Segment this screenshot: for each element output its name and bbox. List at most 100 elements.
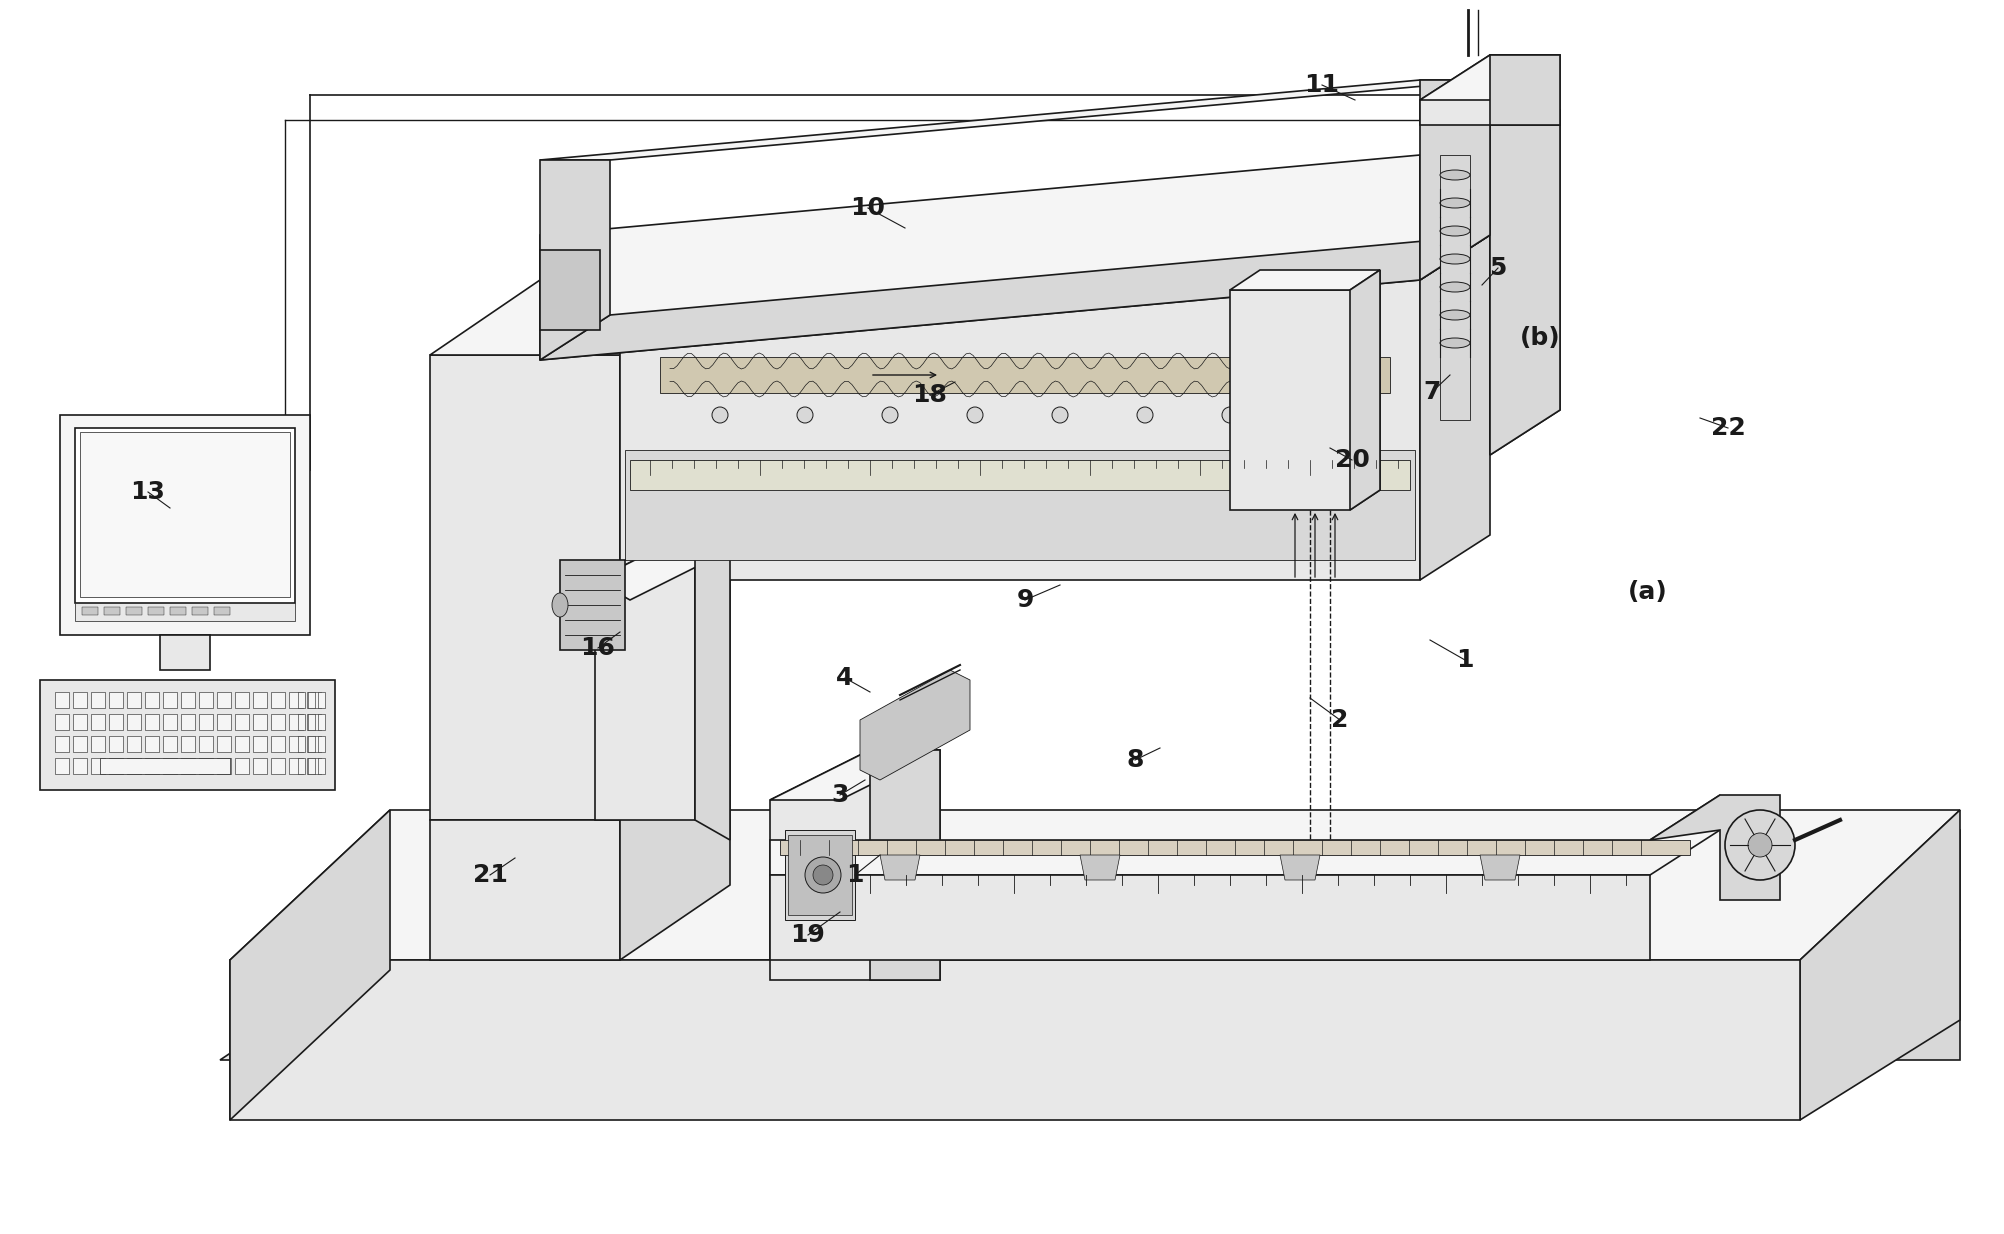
Polygon shape: [539, 160, 609, 360]
Polygon shape: [1649, 795, 1780, 900]
Polygon shape: [539, 155, 1421, 360]
Text: 4: 4: [836, 666, 854, 690]
Polygon shape: [539, 80, 1491, 160]
Bar: [126, 607, 142, 615]
Circle shape: [1747, 833, 1772, 856]
Bar: [253, 714, 267, 731]
Text: 5: 5: [1489, 255, 1507, 280]
Circle shape: [1136, 407, 1152, 423]
Bar: [126, 758, 140, 774]
Bar: [72, 735, 86, 752]
Bar: [162, 692, 176, 708]
Bar: [90, 692, 104, 708]
Polygon shape: [230, 810, 1960, 960]
Bar: [289, 714, 303, 731]
Bar: [299, 758, 305, 774]
Bar: [234, 758, 248, 774]
Polygon shape: [625, 450, 1415, 560]
Bar: [162, 714, 176, 731]
Polygon shape: [880, 855, 920, 880]
Bar: [144, 714, 158, 731]
Bar: [271, 692, 285, 708]
Circle shape: [814, 865, 834, 885]
Bar: [253, 758, 267, 774]
Polygon shape: [60, 415, 311, 636]
Bar: [234, 692, 248, 708]
Polygon shape: [1080, 855, 1120, 880]
Bar: [108, 735, 122, 752]
Polygon shape: [629, 460, 1411, 490]
Circle shape: [1307, 407, 1323, 423]
Bar: [234, 714, 248, 731]
Bar: [100, 758, 230, 774]
Polygon shape: [619, 234, 1491, 280]
Bar: [786, 830, 856, 921]
Polygon shape: [870, 750, 940, 980]
Bar: [108, 714, 122, 731]
Bar: [126, 692, 140, 708]
Ellipse shape: [1441, 226, 1471, 236]
Text: (a): (a): [1627, 580, 1667, 603]
Bar: [216, 735, 230, 752]
Polygon shape: [1281, 855, 1321, 880]
Ellipse shape: [1441, 197, 1471, 209]
Polygon shape: [860, 670, 970, 780]
Bar: [180, 758, 194, 774]
Polygon shape: [595, 529, 695, 821]
Text: 20: 20: [1335, 448, 1369, 471]
Bar: [198, 758, 212, 774]
Bar: [299, 714, 305, 731]
Circle shape: [711, 407, 727, 423]
Bar: [170, 607, 186, 615]
Bar: [72, 692, 86, 708]
Text: 10: 10: [850, 196, 886, 220]
Bar: [80, 432, 291, 597]
Bar: [82, 607, 98, 615]
Bar: [309, 714, 315, 731]
Bar: [234, 735, 248, 752]
Bar: [307, 714, 321, 731]
Polygon shape: [230, 960, 1800, 1120]
Ellipse shape: [1441, 310, 1471, 320]
Polygon shape: [559, 560, 625, 650]
Ellipse shape: [551, 594, 567, 617]
Ellipse shape: [1441, 170, 1471, 180]
Bar: [289, 692, 303, 708]
Polygon shape: [770, 875, 1649, 960]
Bar: [271, 714, 285, 731]
Bar: [54, 758, 68, 774]
Bar: [90, 735, 104, 752]
Polygon shape: [1800, 810, 1960, 1120]
Polygon shape: [431, 355, 619, 821]
Bar: [162, 735, 176, 752]
Bar: [108, 692, 122, 708]
Bar: [307, 735, 321, 752]
Bar: [144, 692, 158, 708]
Polygon shape: [619, 745, 729, 960]
Bar: [319, 758, 325, 774]
Bar: [307, 758, 321, 774]
Polygon shape: [1421, 110, 1559, 155]
Bar: [307, 692, 321, 708]
Ellipse shape: [1441, 254, 1471, 264]
Polygon shape: [595, 529, 729, 600]
Circle shape: [806, 856, 842, 893]
Polygon shape: [1421, 56, 1559, 125]
Text: 2: 2: [1331, 708, 1349, 732]
Bar: [289, 758, 303, 774]
Bar: [180, 714, 194, 731]
Bar: [788, 835, 852, 914]
Bar: [309, 758, 315, 774]
Polygon shape: [1491, 56, 1559, 125]
Circle shape: [1725, 810, 1796, 880]
Polygon shape: [1441, 155, 1471, 420]
Text: 1: 1: [1457, 648, 1473, 673]
Bar: [214, 607, 230, 615]
Polygon shape: [1421, 234, 1491, 580]
Polygon shape: [401, 940, 1960, 1060]
Text: 21: 21: [473, 863, 507, 887]
Bar: [319, 714, 325, 731]
Text: 13: 13: [130, 480, 166, 503]
Bar: [74, 428, 295, 603]
Bar: [253, 735, 267, 752]
